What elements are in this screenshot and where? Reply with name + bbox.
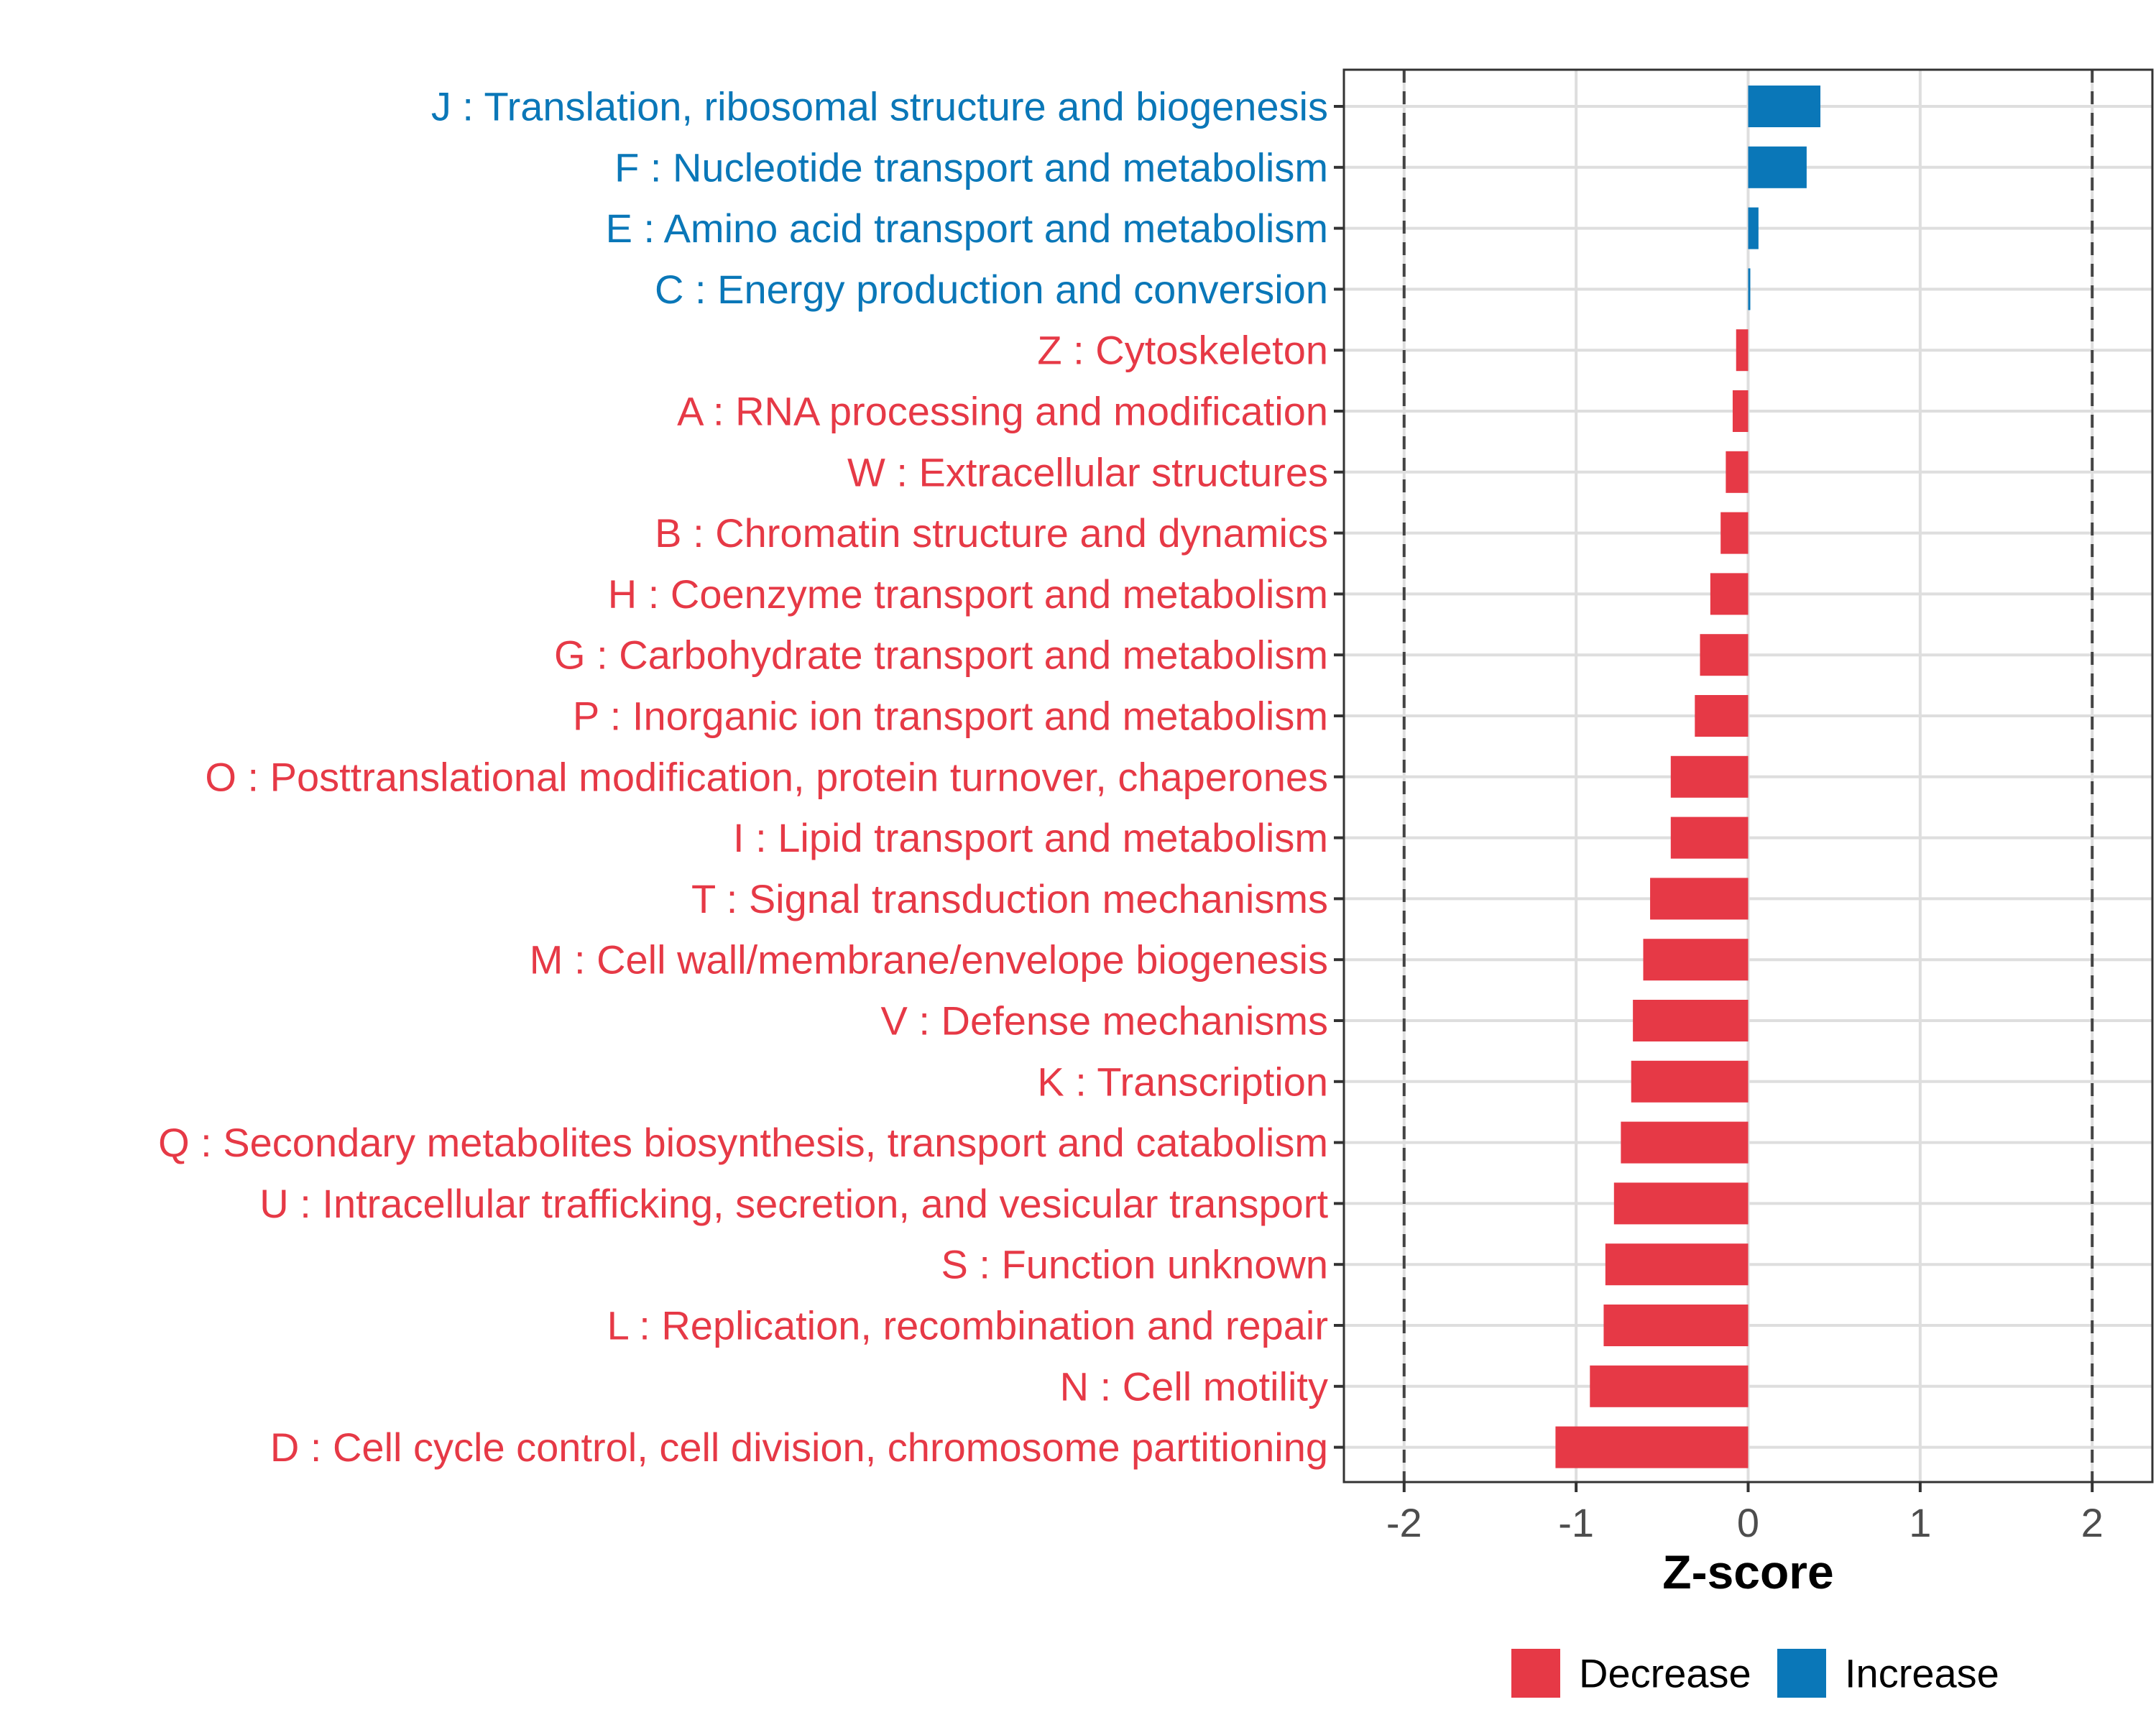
category-label: O : Posttranslational modification, prot… [205, 754, 1328, 799]
bar [1670, 755, 1749, 798]
category-label: J : Translation, ribosomal structure and… [431, 84, 1328, 129]
bar [1605, 1243, 1749, 1286]
bar [1670, 816, 1749, 859]
category-label: P : Inorganic ion transport and metaboli… [573, 694, 1328, 739]
legend-label-decrease: Decrease [1579, 1651, 1751, 1696]
bar [1748, 146, 1807, 188]
bar [1613, 1182, 1749, 1225]
bar [1726, 451, 1749, 493]
legend-swatch-increase [1777, 1649, 1826, 1698]
x-tick-label: 2 [2081, 1500, 2104, 1545]
category-label: D : Cell cycle control, cell division, c… [270, 1425, 1328, 1470]
category-label: N : Cell motility [1060, 1363, 1328, 1409]
bar [1555, 1426, 1749, 1468]
bar [1748, 268, 1751, 310]
category-label: E : Amino acid transport and metabolism [606, 206, 1328, 251]
bar [1643, 939, 1749, 981]
x-axis-title: Z-score [1662, 1545, 1833, 1598]
category-label: C : Energy production and conversion [655, 267, 1328, 312]
category-label: Z : Cytoskeleton [1037, 328, 1328, 373]
legend-swatch-decrease [1511, 1649, 1560, 1698]
category-label: A : RNA processing and modification [677, 389, 1328, 434]
bar [1736, 329, 1749, 372]
x-tick-label: 0 [1737, 1500, 1759, 1545]
category-label: F : Nucleotide transport and metabolism [614, 144, 1328, 190]
bar [1621, 1121, 1749, 1164]
bar [1633, 1000, 1749, 1041]
category-label: M : Cell wall/membrane/envelope biogenes… [530, 937, 1328, 983]
x-tick-label: 1 [1909, 1500, 1931, 1545]
category-label: Q : Secondary metabolites biosynthesis, … [158, 1120, 1328, 1165]
bar [1720, 512, 1749, 554]
bar [1695, 695, 1749, 737]
bar [1603, 1305, 1749, 1346]
bar [1631, 1060, 1749, 1103]
x-tick-label: -1 [1558, 1500, 1594, 1545]
bar [1732, 390, 1749, 432]
category-label: H : Coenzyme transport and metabolism [608, 571, 1328, 617]
category-label: T : Signal transduction mechanisms [691, 876, 1328, 921]
category-label: K : Transcription [1037, 1059, 1328, 1104]
category-label: G : Carbohydrate transport and metabolis… [554, 632, 1328, 678]
category-label: U : Intracellular trafficking, secretion… [259, 1181, 1328, 1226]
legend-label-increase: Increase [1845, 1651, 1999, 1696]
bar [1650, 878, 1749, 920]
category-label: L : Replication, recombination and repai… [607, 1303, 1328, 1348]
bar [1748, 86, 1821, 127]
bar [1590, 1365, 1749, 1407]
bar [1710, 573, 1749, 615]
category-label: V : Defense mechanisms [881, 998, 1328, 1044]
bar [1700, 634, 1749, 676]
category-label: S : Function unknown [941, 1242, 1328, 1287]
category-label: I : Lipid transport and metabolism [733, 815, 1328, 860]
bar [1748, 207, 1759, 249]
x-tick-label: -2 [1386, 1500, 1422, 1545]
category-label: B : Chromatin structure and dynamics [655, 510, 1328, 556]
category-label: W : Extracellular structures [847, 449, 1328, 494]
